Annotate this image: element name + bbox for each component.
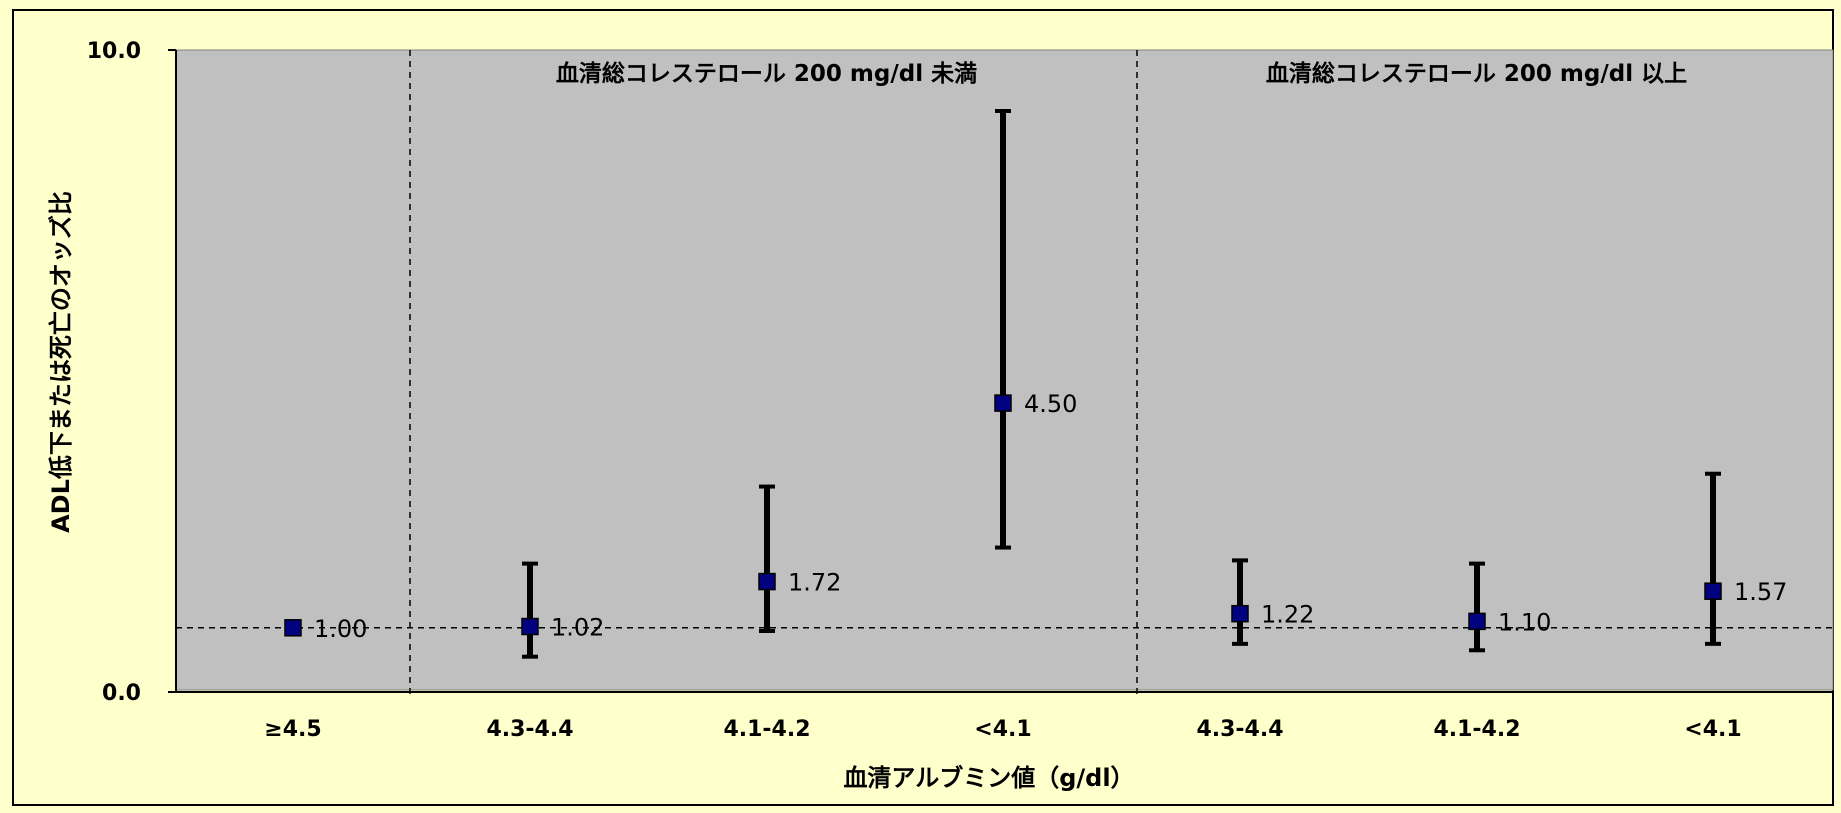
data-point — [1468, 612, 1486, 631]
x-tick-label: <4.1 — [1684, 717, 1741, 742]
group-label: 血清総コレステロール 200 mg/dl 以上 — [1266, 60, 1687, 87]
x-tick-label: <4.1 — [974, 717, 1031, 742]
x-tick-label: 4.1-4.2 — [723, 717, 810, 742]
group-label: 血清総コレステロール 200 mg/dl 未満 — [556, 60, 977, 87]
y-tick-label: 0.0 — [102, 681, 141, 706]
data-label: 1.22 — [1261, 601, 1314, 629]
data-label: 1.00 — [314, 615, 367, 643]
y-axis-title: ADL低下または死亡のオッズ比 — [47, 191, 75, 533]
x-axis-ticks: ≥4.5 4.3-4.4 4.1-4.2 <4.1 4.3-4.4 4.1-4.2 <4.1 — [264, 717, 1741, 742]
data-label: 4.50 — [1024, 390, 1077, 418]
data-label: 1.10 — [1498, 608, 1551, 636]
data-point — [521, 617, 539, 636]
data-label: 1.72 — [788, 569, 841, 597]
x-axis-title: 血清アルブミン値（g/dl） — [843, 764, 1134, 792]
x-tick-label: 4.3-4.4 — [486, 717, 573, 742]
data-point — [758, 572, 776, 591]
data-point — [994, 394, 1012, 412]
x-tick-label: ≥4.5 — [264, 717, 321, 742]
data-marks: 1.00 1.02 1.72 4.50 1.22 1.10 1.57 — [284, 108, 1787, 659]
data-point — [284, 619, 302, 637]
group-dividers — [409, 50, 1138, 695]
data-label: 1.02 — [551, 614, 604, 642]
y-axis-ticks: 0.0 10.0 — [87, 39, 176, 706]
data-point — [1704, 582, 1722, 600]
group-labels: 血清総コレステロール 200 mg/dl 未満 血清総コレステロール 200 mg… — [556, 60, 1687, 87]
data-label: 1.57 — [1734, 578, 1787, 606]
y-tick-label: 10.0 — [87, 39, 141, 64]
x-tick-label: 4.1-4.2 — [1433, 717, 1520, 742]
x-tick-label: 4.3-4.4 — [1196, 717, 1283, 742]
data-point — [1231, 604, 1249, 623]
